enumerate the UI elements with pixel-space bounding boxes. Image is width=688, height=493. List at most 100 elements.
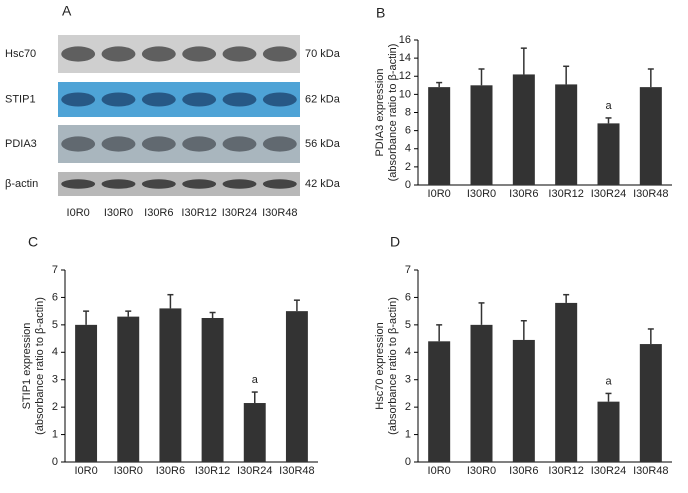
x-tick-label: I30R24	[591, 465, 626, 477]
blot-band	[262, 92, 297, 107]
x-tick-label: I30R6	[156, 465, 185, 477]
blot-band	[222, 136, 257, 152]
y-tick-label: 3	[52, 374, 58, 386]
blot-band	[101, 46, 136, 62]
bar	[470, 85, 493, 185]
bar	[428, 341, 451, 462]
x-tick-label: I30R12	[548, 188, 583, 200]
bar	[555, 302, 578, 462]
panel-label: D	[390, 234, 400, 250]
blot-band	[222, 92, 257, 107]
blot-band	[101, 92, 136, 107]
blot-band	[141, 179, 176, 189]
y-axis-label: (absorbance ratio to β-actin)	[387, 44, 399, 182]
blot-band	[61, 46, 96, 62]
y-tick-label: 2	[405, 161, 411, 173]
blot-size-label: 42 kDa	[305, 178, 341, 190]
blot-band	[101, 179, 136, 189]
panel-label: A	[62, 3, 72, 19]
y-tick-label: 7	[52, 264, 58, 276]
bar	[470, 324, 493, 462]
bar	[117, 316, 140, 462]
bar	[639, 344, 662, 462]
bar	[639, 87, 662, 185]
x-tick-label: I30R48	[279, 465, 314, 477]
blot-band	[182, 92, 217, 107]
y-tick-label: 14	[399, 52, 411, 64]
annotation: a	[252, 374, 259, 386]
blot-band	[61, 92, 96, 107]
blot-band	[182, 46, 217, 62]
blot-band	[61, 179, 96, 189]
panel-label: B	[376, 5, 385, 21]
lane-label: I30R0	[104, 207, 133, 219]
blot-band	[141, 136, 176, 152]
bar	[512, 74, 535, 185]
lane-label: I30R12	[181, 207, 216, 219]
y-tick-label: 6	[405, 125, 411, 137]
blot-band	[222, 46, 257, 62]
x-tick-label: I30R12	[548, 465, 583, 477]
blot-row-label: STIP1	[5, 93, 36, 105]
blot-band	[141, 46, 176, 62]
blot-strip	[58, 82, 300, 117]
x-tick-label: I30R24	[237, 465, 272, 477]
lane-label: I30R6	[144, 207, 173, 219]
y-tick-label: 5	[405, 319, 411, 331]
blot-band	[182, 179, 217, 189]
x-tick-label: I0R0	[428, 188, 451, 200]
y-tick-label: 0	[405, 179, 411, 191]
y-tick-label: 7	[405, 264, 411, 276]
bar	[75, 324, 98, 462]
x-tick-label: I30R12	[195, 465, 230, 477]
blot-band	[262, 136, 297, 152]
y-tick-label: 4	[405, 346, 411, 358]
x-tick-label: I30R6	[509, 188, 538, 200]
x-tick-label: I30R24	[591, 188, 626, 200]
annotation: a	[605, 100, 612, 112]
y-axis-label: (absorbance ratio to β-actin)	[387, 297, 399, 435]
blot-row-label: PDIA3	[5, 138, 37, 150]
y-tick-label: 1	[52, 428, 58, 440]
y-tick-label: 6	[405, 291, 411, 303]
x-tick-label: I0R0	[74, 465, 97, 477]
bar	[243, 403, 266, 462]
y-tick-label: 10	[399, 88, 411, 100]
blot-band	[101, 136, 136, 152]
blot-band	[262, 46, 297, 62]
bar	[555, 84, 578, 185]
blot-band	[182, 136, 217, 152]
x-tick-label: I30R48	[633, 465, 668, 477]
x-tick-label: I30R0	[467, 465, 496, 477]
bar	[428, 87, 451, 185]
blot-strip	[58, 172, 300, 196]
x-tick-label: I30R0	[467, 188, 496, 200]
y-tick-label: 3	[405, 374, 411, 386]
y-tick-label: 4	[405, 143, 411, 155]
x-tick-label: I30R6	[509, 465, 538, 477]
y-tick-label: 0	[405, 456, 411, 468]
y-tick-label: 16	[399, 34, 411, 46]
blot-row-label: β-actin	[5, 178, 38, 190]
y-tick-label: 6	[52, 291, 58, 303]
blot-band	[222, 179, 257, 189]
lane-label: I30R24	[222, 207, 257, 219]
y-tick-label: 2	[52, 401, 58, 413]
y-axis-label: STIP1 expression	[21, 323, 33, 410]
blot-size-label: 62 kDa	[305, 93, 341, 105]
bar	[159, 308, 182, 462]
blot-band	[262, 179, 297, 189]
panel-label: C	[28, 234, 38, 250]
blot-strip	[58, 35, 300, 73]
y-tick-label: 0	[52, 456, 58, 468]
y-axis-label: (absorbance ratio to β-actin)	[34, 297, 46, 435]
y-axis-label: PDIA3 expression	[374, 68, 386, 156]
blot-row-label: Hsc70	[5, 48, 36, 60]
bar	[201, 318, 224, 462]
y-tick-label: 2	[405, 401, 411, 413]
y-tick-label: 12	[399, 70, 411, 82]
bar	[285, 311, 308, 462]
lane-label: I0R0	[67, 207, 90, 219]
blot-band	[141, 92, 176, 107]
